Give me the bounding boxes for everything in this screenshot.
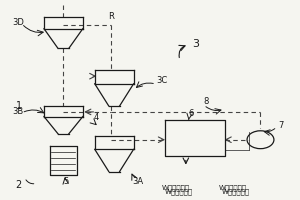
Text: 1: 1 <box>16 101 22 111</box>
Text: 6: 6 <box>189 109 194 118</box>
Text: W（干燥后）: W（干燥后） <box>162 184 190 191</box>
Text: 7: 7 <box>278 121 284 130</box>
Text: 3A: 3A <box>132 177 143 186</box>
Text: 3C: 3C <box>156 76 167 85</box>
Text: W（干燥前）: W（干燥前） <box>222 188 250 195</box>
Text: 4: 4 <box>93 113 98 122</box>
Text: R: R <box>108 12 114 21</box>
Text: 5: 5 <box>63 177 69 186</box>
Text: 3: 3 <box>192 39 199 49</box>
Text: W（干燥前）: W（干燥前） <box>219 184 247 191</box>
Text: W（干燥后）: W（干燥后） <box>165 188 193 195</box>
Text: 3B: 3B <box>13 107 24 116</box>
Text: 2: 2 <box>16 180 22 190</box>
Text: 3D: 3D <box>13 18 25 27</box>
Text: 8: 8 <box>204 97 209 106</box>
